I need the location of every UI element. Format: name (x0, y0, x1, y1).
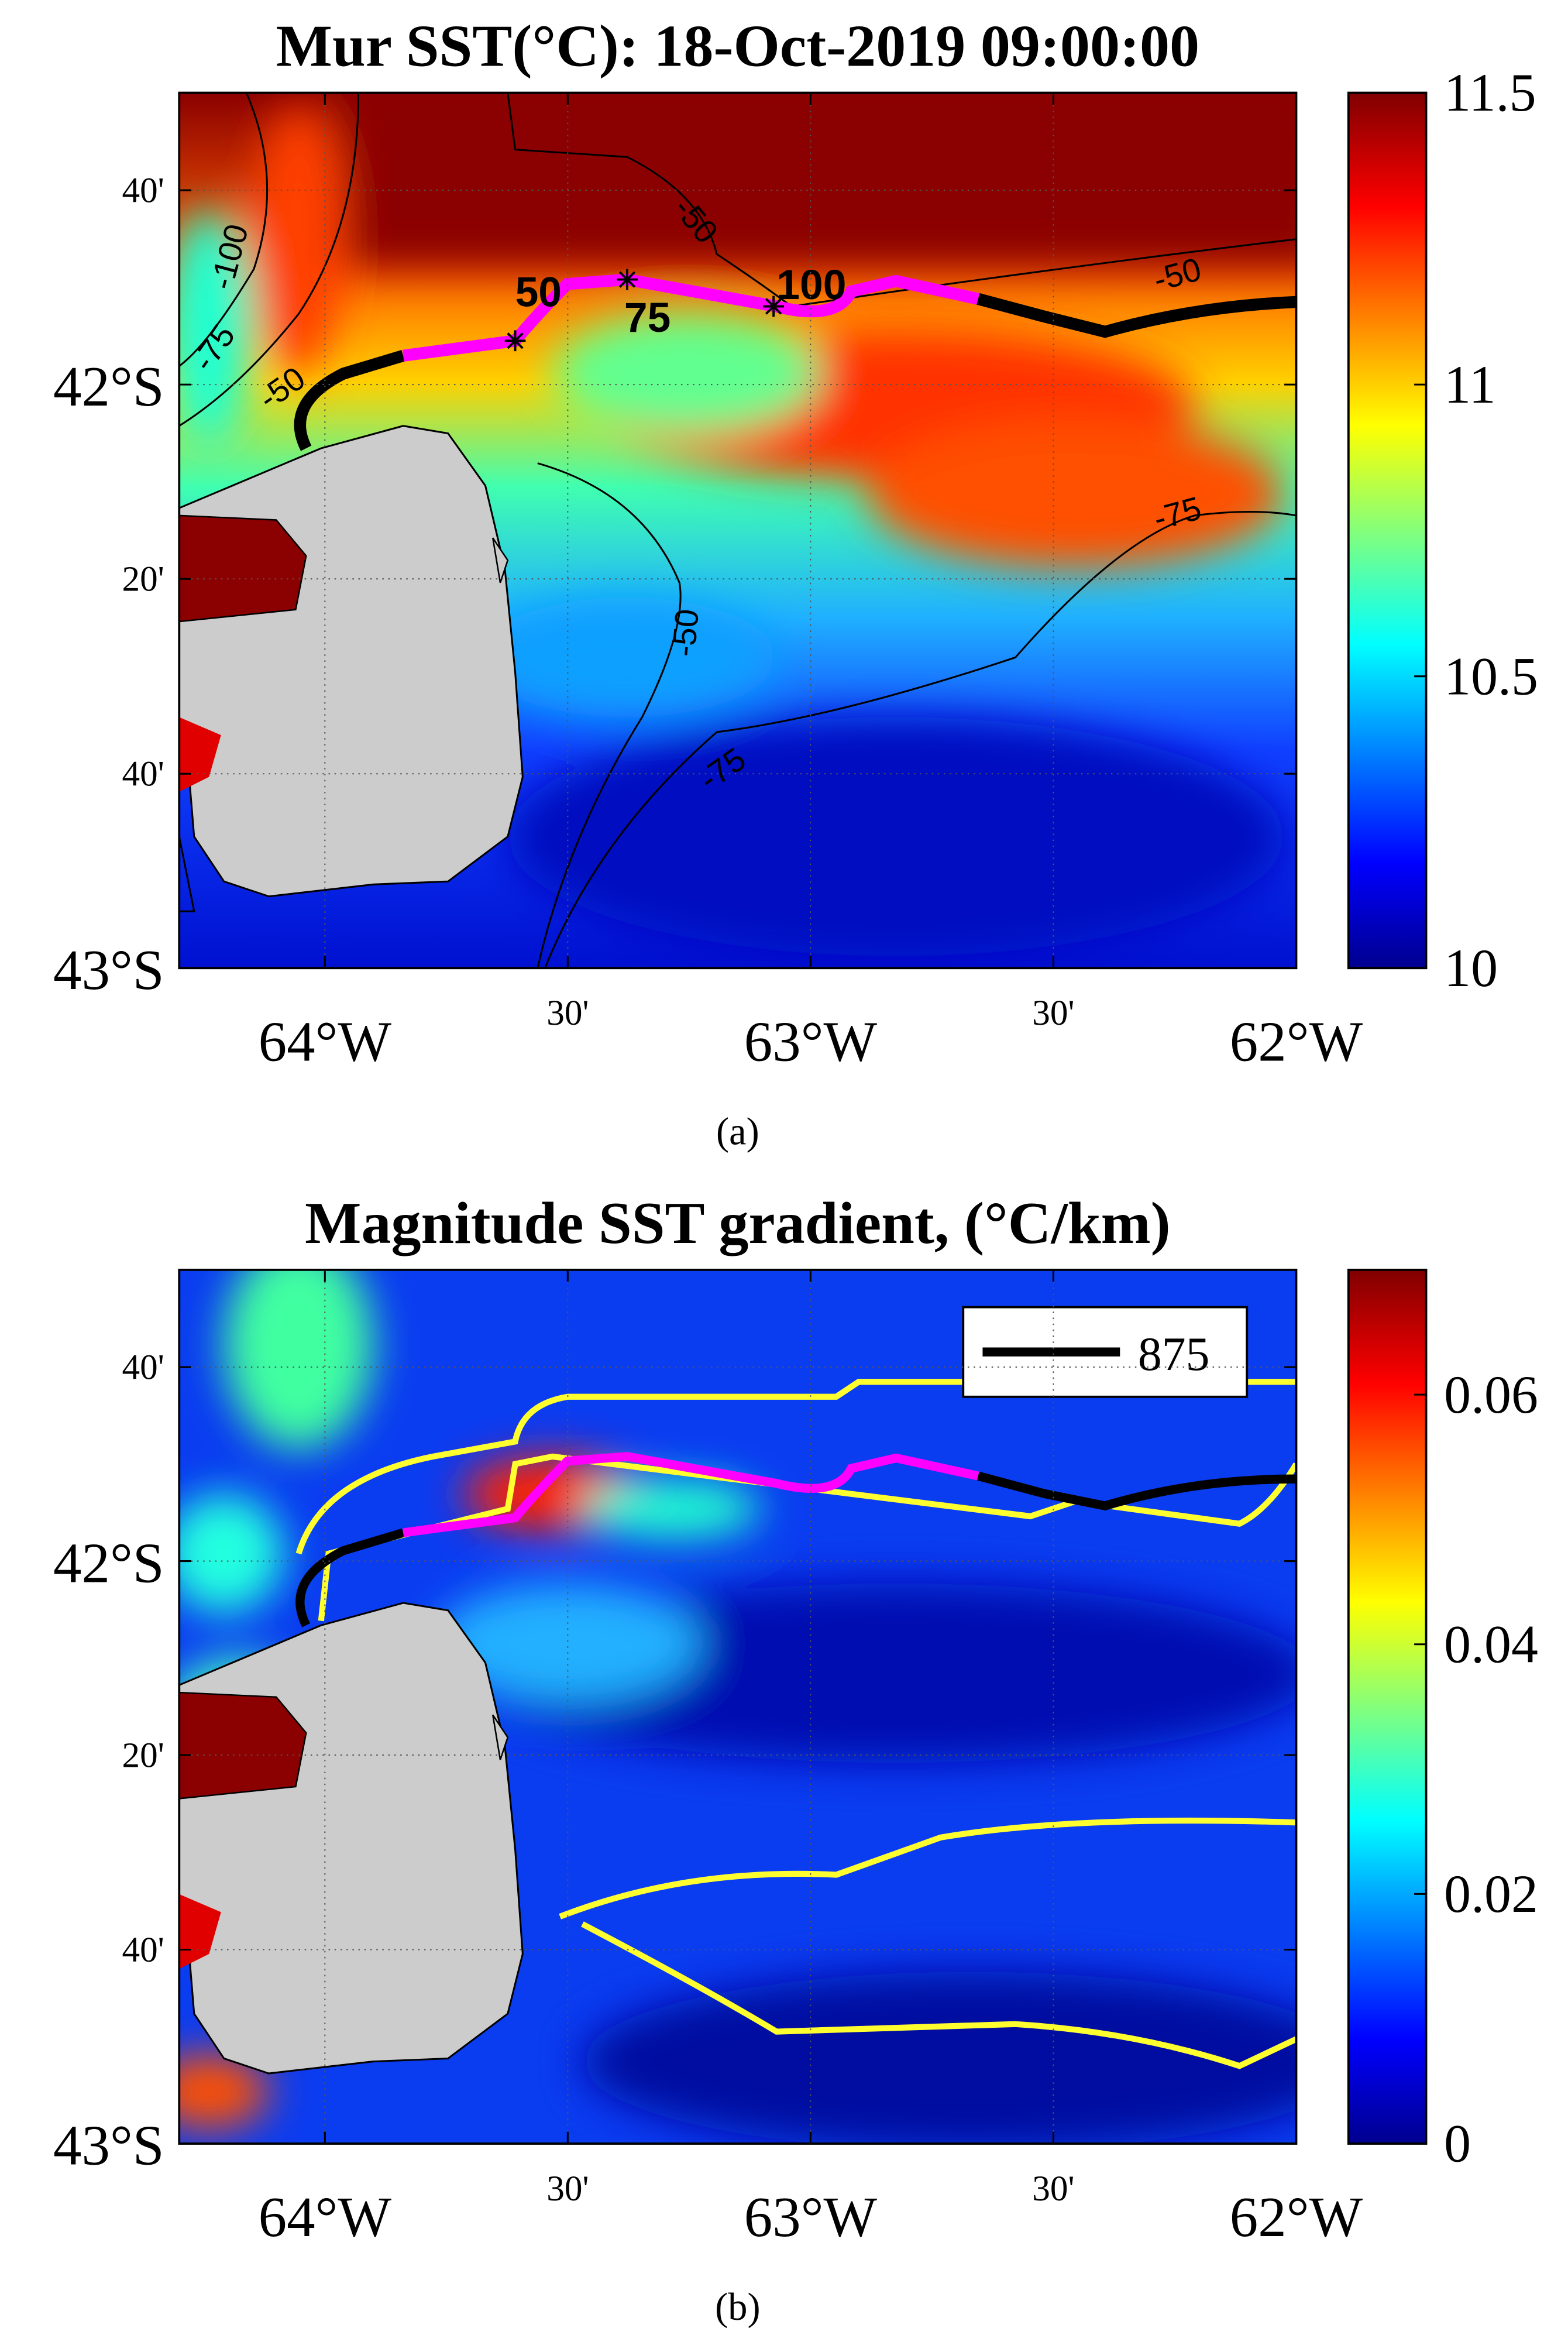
y-tick-label: 20' (122, 1735, 164, 1775)
y-tick-label: 40' (122, 1347, 164, 1387)
x-tick-label: 63°W (744, 2186, 878, 2248)
y-tick-label: 40' (122, 1930, 164, 1970)
panel-caption: (a) (716, 1110, 759, 1153)
y-tick-label: 42°S (53, 1532, 164, 1594)
plot-frame (178, 1268, 1298, 2145)
colorbar-tick-label: 0 (1444, 2114, 1471, 2173)
x-tick-label: 64°W (259, 2186, 392, 2248)
colorbar-tick-label: 0.02 (1444, 1864, 1538, 1924)
track-label: 50 (515, 269, 562, 316)
colorbar-tick-label: 11.5 (1444, 63, 1536, 122)
x-tick-label: 62°W (1230, 2186, 1363, 2248)
panel-title: Magnitude SST gradient, (°C/km) (305, 1190, 1171, 1256)
y-tick-label: 40' (122, 754, 164, 794)
colorbar-tick-label: 0.04 (1444, 1614, 1538, 1674)
colorbar-tick-label: 10 (1444, 938, 1498, 998)
x-tick-label: 30' (546, 993, 589, 1033)
colorbar (1347, 1268, 1428, 2145)
y-tick-label: 20' (122, 559, 164, 599)
plot-frame (178, 91, 1298, 970)
track-label: 100 (776, 262, 846, 308)
y-tick-label: 43°S (53, 2114, 164, 2177)
sst-map: -100 -75 -50 -50 -50 -75 -75 -50 50 75 1… (179, 92, 1297, 969)
x-tick-label: 30' (1032, 2169, 1074, 2209)
colorbar-tick-label: 0.06 (1444, 1365, 1538, 1424)
gradient-map: 875 (179, 1269, 1297, 2144)
colorbar-tick-label: 10.5 (1444, 646, 1538, 706)
x-tick-label: 64°W (259, 1011, 392, 1073)
colorbar-tick-label: 11 (1444, 355, 1495, 414)
x-tick-label: 63°W (744, 1011, 878, 1073)
panel-title: Mur SST(°C): 18-Oct-2019 09:00:00 (276, 13, 1199, 80)
track-label: 75 (624, 294, 670, 341)
panel-caption: (b) (715, 2286, 760, 2329)
legend-label: 875 (1138, 1327, 1209, 1381)
x-tick-label: 62°W (1230, 1011, 1363, 1073)
y-tick-label: 43°S (53, 939, 164, 1001)
contour-label: -50 (665, 607, 706, 658)
x-tick-label: 30' (546, 2169, 589, 2209)
x-tick-label: 30' (1032, 993, 1074, 1033)
colorbar (1347, 91, 1428, 970)
y-tick-label: 42°S (53, 355, 164, 418)
y-tick-label: 40' (122, 171, 164, 211)
